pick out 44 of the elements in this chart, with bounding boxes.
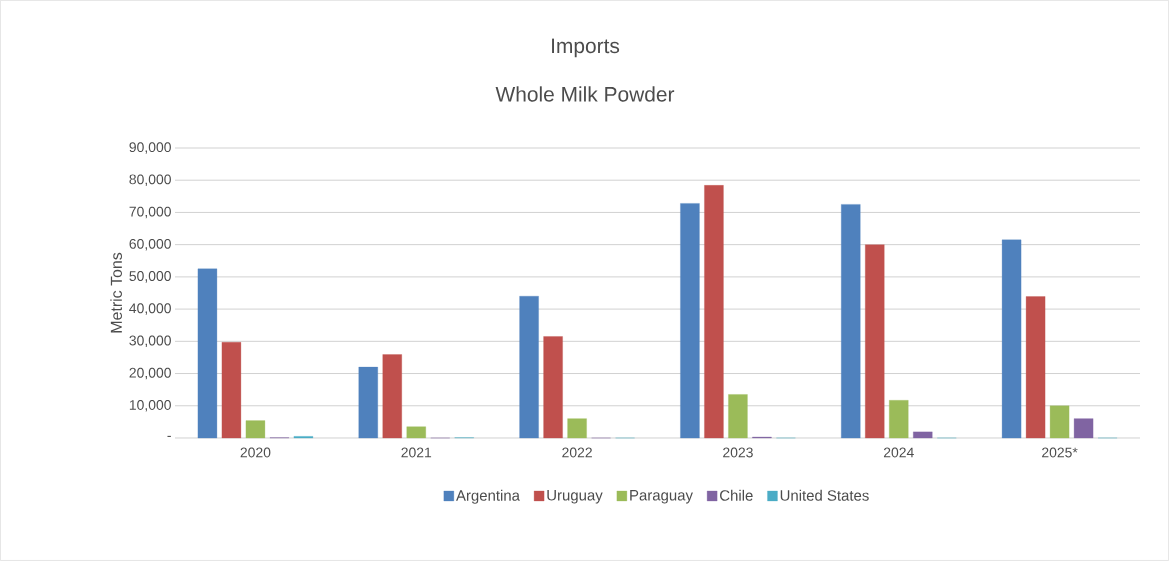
legend-label: Chile: [720, 489, 753, 501]
bar: [865, 244, 885, 439]
y-tick-label: 80,000: [129, 174, 171, 186]
x-tick-label: 2021: [401, 447, 432, 458]
bar: [913, 431, 933, 439]
x-tick-label: 2024: [883, 447, 914, 458]
y-tick-label: 30,000: [129, 335, 171, 348]
bar: [1073, 418, 1094, 439]
bar: [567, 418, 587, 439]
bar: [680, 203, 700, 439]
bar: [519, 296, 539, 439]
bar: [221, 342, 242, 439]
legend-label: Argentina: [456, 489, 520, 504]
y-tick-label: 40,000: [129, 303, 171, 315]
bar: [245, 420, 266, 439]
bar: [728, 394, 748, 439]
bar: [1001, 239, 1022, 439]
bar: [197, 268, 218, 439]
bar: [1025, 296, 1046, 439]
legend-label: Uruguay: [547, 490, 603, 504]
bar: [1049, 405, 1070, 439]
y-tick-label: 60,000: [129, 238, 171, 251]
y-tick-label: 70,000: [129, 206, 171, 219]
y-tick-label: 50,000: [129, 271, 171, 283]
y-tick-label: 20,000: [129, 367, 171, 380]
y-tick-label: -: [167, 435, 171, 437]
bar: [889, 400, 909, 439]
y-axis-title: Metric Tons: [110, 252, 122, 333]
y-tick-label: 10,000: [129, 399, 171, 412]
bar: [382, 354, 402, 439]
x-tick-label: 2023: [723, 447, 753, 458]
y-tick-label: 90,000: [129, 142, 171, 154]
legend-label: Paraguay: [630, 490, 693, 504]
legend-label: United States: [780, 489, 869, 501]
chart-title: Imports: [552, 38, 620, 58]
bar: [543, 336, 563, 439]
x-tick-label: 2025*: [1042, 447, 1078, 458]
chart-subtitle: Whole Milk Powder: [495, 86, 675, 102]
bar: [704, 185, 724, 439]
bar: [358, 366, 378, 439]
x-tick-label: 2022: [562, 447, 592, 458]
bar: [406, 426, 426, 439]
x-tick-label: 2020: [240, 447, 271, 458]
bar: [841, 204, 861, 439]
